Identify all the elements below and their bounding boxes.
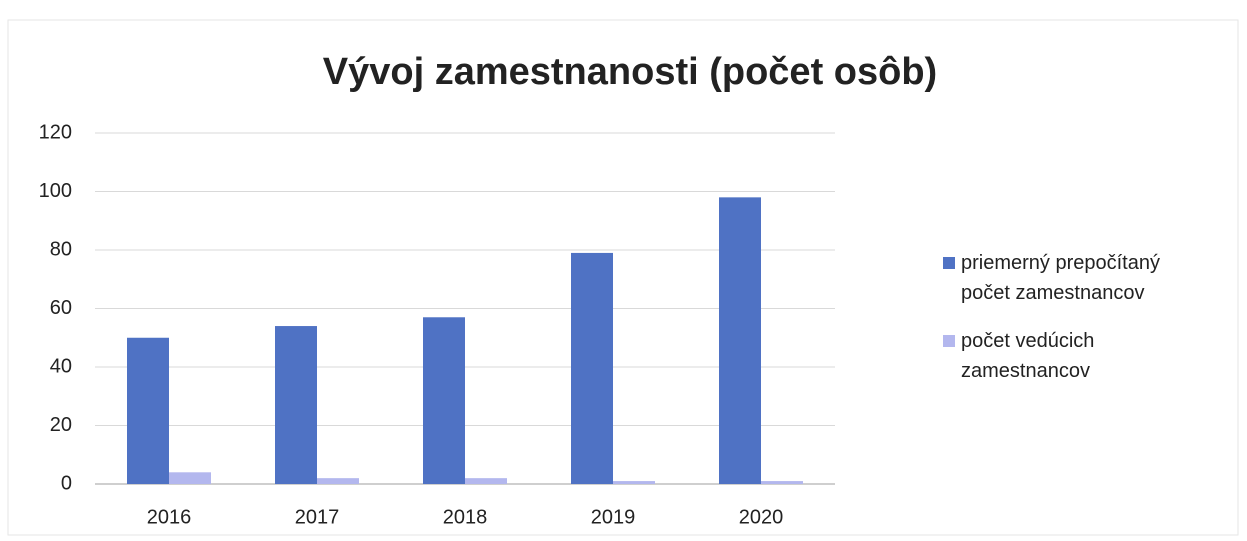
y-tick-label: 100 [39, 180, 72, 202]
x-tick-label: 2018 [443, 506, 488, 528]
legend-swatch [943, 335, 955, 347]
legend-label: priemerný prepočítaný počet zamestnancov [961, 252, 1160, 304]
x-tick-label: 2020 [739, 506, 784, 528]
bar [613, 481, 655, 484]
chart-title: Vývoj zamestnanosti (počet osôb) [323, 51, 937, 93]
legend-label: počet vedúcich zamestnancov [961, 330, 1095, 382]
x-tick-label: 2017 [295, 506, 340, 528]
x-tick-label: 2016 [147, 506, 192, 528]
bar [465, 478, 507, 484]
bar [423, 317, 465, 484]
y-tick-label: 0 [61, 472, 72, 494]
x-tick-label: 2019 [591, 506, 636, 528]
chart-border [7, 19, 1239, 536]
bar [275, 326, 317, 484]
bar [317, 478, 359, 484]
legend-item: priemerný prepočítaný počet zamestnancov [943, 248, 1233, 308]
y-tick-label: 60 [50, 297, 72, 319]
bar [571, 252, 613, 484]
bar [719, 197, 761, 484]
y-tick-label: 20 [50, 414, 72, 436]
bar [127, 337, 169, 484]
legend-item: počet vedúcich zamestnancov [943, 326, 1233, 386]
legend: priemerný prepočítaný počet zamestnancov… [943, 248, 1233, 404]
bar [169, 472, 211, 484]
y-tick-label: 40 [50, 355, 72, 377]
legend-swatch [943, 257, 955, 269]
y-tick-label: 80 [50, 238, 72, 260]
y-tick-label: 120 [39, 121, 72, 143]
bar [761, 481, 803, 484]
